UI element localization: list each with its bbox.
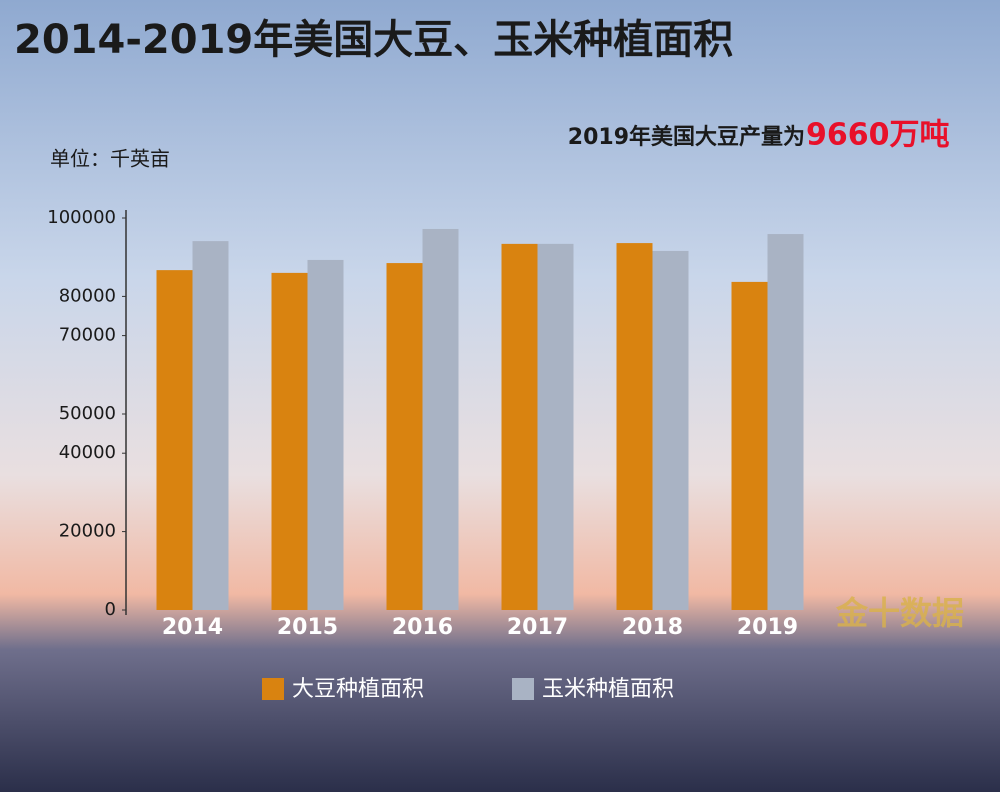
bar <box>537 243 574 610</box>
bar <box>652 250 689 611</box>
y-tick-label: 50000 <box>59 403 116 424</box>
bar <box>192 241 229 611</box>
x-tick-label: 2016 <box>392 615 453 640</box>
legend-swatch <box>512 678 534 700</box>
y-tick-label: 40000 <box>59 442 116 463</box>
y-tick-label: 0 <box>105 599 116 620</box>
y-tick-label: 70000 <box>59 325 116 346</box>
bar <box>386 263 423 610</box>
x-tick-label: 2019 <box>737 615 798 640</box>
legend-label: 大豆种植面积 <box>292 677 424 702</box>
x-tick-label: 2015 <box>277 615 338 640</box>
x-tick-label: 2014 <box>162 615 223 640</box>
annotation-highlight: 9660万吨 <box>806 118 950 153</box>
bar <box>616 243 653 610</box>
annotation: 2019年美国大豆产量为 <box>568 124 805 150</box>
chart-title: 2014-2019年美国大豆、玉米种植面积 <box>14 17 733 63</box>
bar <box>731 281 768 610</box>
y-tick-label: 20000 <box>59 521 116 542</box>
bar <box>307 259 344 610</box>
y-tick-label: 100000 <box>47 207 116 228</box>
bar <box>156 270 193 610</box>
bar <box>422 228 459 610</box>
legend-swatch <box>262 678 284 700</box>
x-tick-label: 2018 <box>622 615 683 640</box>
bar <box>767 234 804 610</box>
unit-label: 单位：千英亩 <box>50 147 170 171</box>
bar <box>501 243 538 610</box>
y-tick-label: 80000 <box>59 285 116 306</box>
bar <box>271 272 308 610</box>
watermark: 金十数据 <box>835 594 964 632</box>
x-tick-label: 2017 <box>507 615 568 640</box>
legend-label: 玉米种植面积 <box>542 677 674 702</box>
